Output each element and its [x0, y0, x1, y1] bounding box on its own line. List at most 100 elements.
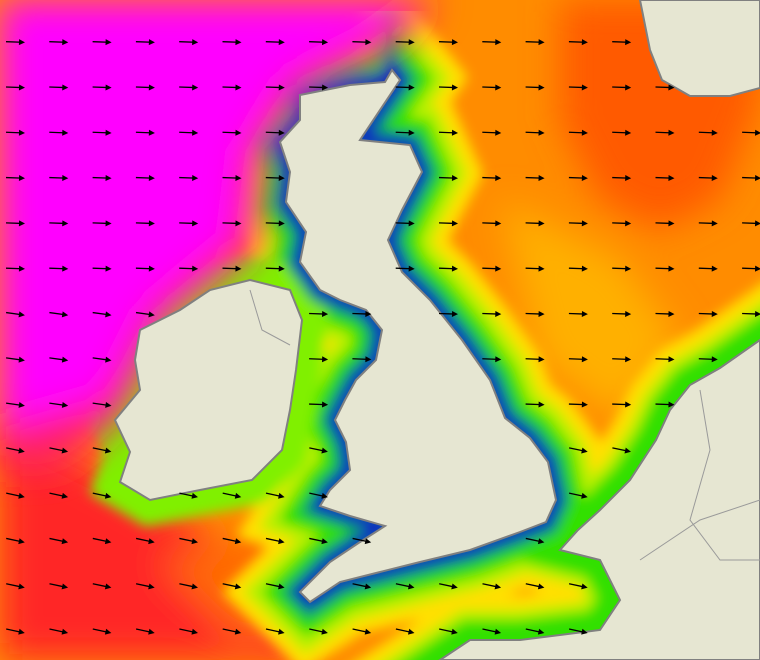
- arrow-right-icon: [438, 84, 458, 91]
- arrow-right-icon: [525, 537, 545, 545]
- arrow-right-icon: [49, 401, 69, 408]
- arrow-right-icon: [395, 39, 415, 46]
- arrow-right-icon: [482, 220, 502, 227]
- arrow-right-icon: [525, 175, 545, 182]
- arrow-right-icon: [568, 175, 588, 182]
- arrow-right-icon: [49, 492, 69, 499]
- arrow-right-icon: [525, 310, 545, 317]
- arrow-right-icon: [265, 583, 285, 590]
- arrow-right-icon: [742, 129, 760, 136]
- arrow-right-icon: [309, 356, 329, 363]
- arrow-right-icon: [6, 628, 25, 635]
- arrow-right-icon: [482, 265, 502, 272]
- arrow-right-icon: [698, 220, 718, 227]
- arrow-right-icon: [568, 84, 588, 91]
- arrow-right-icon: [655, 310, 675, 317]
- arrow-right-icon: [5, 175, 25, 182]
- arrow-right-icon: [309, 401, 329, 408]
- arrow-right-icon: [179, 537, 198, 545]
- arrow-right-icon: [5, 356, 25, 363]
- arrow-right-icon: [222, 492, 242, 499]
- arrow-right-icon: [92, 401, 112, 408]
- arrow-right-icon: [92, 39, 112, 46]
- arrow-right-icon: [482, 84, 502, 91]
- arrow-right-icon: [568, 583, 588, 590]
- arrow-right-icon: [49, 583, 69, 590]
- arrow-right-icon: [568, 447, 588, 454]
- arrow-right-icon: [179, 492, 198, 499]
- arrow-right-icon: [438, 220, 458, 227]
- arrow-right-icon: [6, 583, 25, 590]
- arrow-right-icon: [135, 265, 155, 272]
- arrow-right-icon: [655, 401, 675, 408]
- arrow-right-icon: [309, 628, 328, 635]
- arrow-right-icon: [482, 175, 502, 182]
- arrow-right-icon: [482, 628, 502, 635]
- arrow-right-icon: [6, 537, 25, 545]
- arrow-right-icon: [265, 537, 285, 545]
- ocean-swell-field: [0, 0, 440, 470]
- arrow-right-icon: [612, 39, 632, 46]
- arrow-right-icon: [698, 265, 718, 272]
- arrow-right-icon: [395, 220, 415, 227]
- arrow-right-icon: [92, 265, 112, 272]
- arrow-right-icon: [222, 265, 242, 272]
- arrow-right-icon: [179, 129, 199, 136]
- arrow-right-icon: [92, 220, 112, 227]
- arrow-right-icon: [352, 628, 372, 635]
- arrow-right-icon: [698, 175, 718, 182]
- arrow-right-icon: [135, 220, 155, 227]
- arrow-right-icon: [395, 84, 415, 91]
- arrow-right-icon: [309, 492, 328, 499]
- arrow-right-icon: [698, 129, 718, 136]
- arrow-right-icon: [352, 310, 372, 317]
- arrow-right-icon: [439, 628, 458, 635]
- arrow-right-icon: [612, 220, 632, 227]
- arrow-right-icon: [179, 265, 199, 272]
- ni-border: [249, 289, 291, 346]
- arrow-right-icon: [568, 39, 588, 46]
- arrow-right-icon: [5, 401, 25, 408]
- arrow-right-icon: [92, 129, 112, 136]
- arrow-right-icon: [525, 220, 545, 227]
- arrow-right-icon: [5, 311, 25, 318]
- arrow-right-icon: [612, 265, 632, 272]
- arrow-right-icon: [265, 628, 285, 635]
- arrow-right-icon: [222, 537, 242, 545]
- arrow-right-icon: [92, 447, 112, 454]
- arrow-right-icon: [222, 175, 242, 182]
- arrow-right-icon: [395, 628, 415, 635]
- arrow-right-icon: [265, 492, 285, 499]
- arrow-right-icon: [135, 84, 155, 91]
- arrow-right-icon: [5, 265, 25, 272]
- arrow-right-icon: [265, 175, 285, 182]
- arrow-right-icon: [222, 39, 242, 46]
- arrow-right-icon: [135, 628, 155, 635]
- arrow-right-icon: [49, 537, 69, 545]
- arrow-right-icon: [742, 175, 760, 182]
- arrow-right-icon: [655, 175, 675, 182]
- arrow-right-icon: [525, 84, 545, 91]
- arrow-right-icon: [525, 129, 545, 136]
- arrow-right-icon: [568, 492, 588, 499]
- arrow-right-icon: [568, 129, 588, 136]
- arrow-right-icon: [265, 129, 285, 136]
- arrow-right-icon: [612, 129, 632, 136]
- land: [114, 0, 760, 660]
- arrow-right-icon: [92, 492, 112, 499]
- arrow-right-icon: [395, 129, 415, 136]
- arrow-right-icon: [265, 39, 285, 46]
- arrow-right-icon: [655, 356, 675, 363]
- arrow-right-icon: [612, 84, 632, 91]
- arrow-right-icon: [525, 583, 545, 590]
- arrow-right-icon: [309, 310, 329, 317]
- arrow-right-icon: [525, 628, 545, 635]
- arrow-right-icon: [698, 356, 718, 363]
- arrow-right-icon: [655, 265, 675, 272]
- arrow-right-icon: [179, 628, 198, 635]
- arrow-right-icon: [742, 310, 760, 317]
- arrow-right-icon: [135, 311, 155, 318]
- arrow-right-icon: [612, 356, 632, 363]
